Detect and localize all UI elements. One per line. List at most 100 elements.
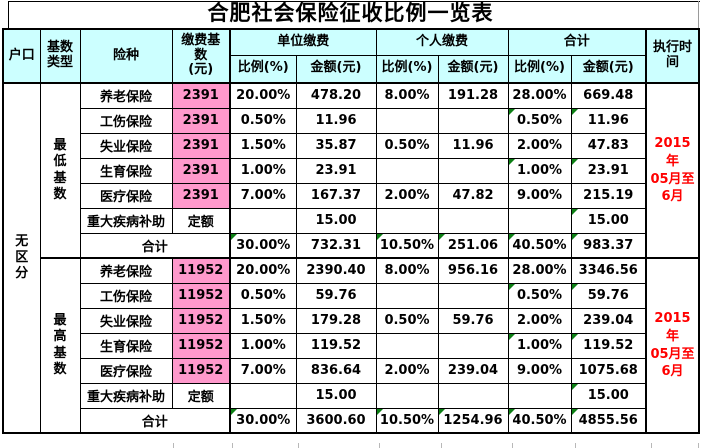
cell-insurance-name: 失业保险	[79, 132, 173, 159]
cell-base-type: 最 低 基 数	[39, 82, 81, 259]
table-row: 失业保险 2391 1.50% 35.87 0.50% 11.96 2.00% …	[3, 132, 699, 159]
cell-employer-amount: 15.00	[295, 207, 377, 234]
cell-total-amount: 119.52	[570, 332, 647, 359]
cell-employer-amount-total: 732.31	[295, 232, 377, 259]
cell-total-rate: 9.00%	[507, 357, 572, 384]
table-row: 医疗保险 11952 7.00% 836.64 2.00% 239.04 9.0…	[3, 357, 699, 384]
cell-base-type: 最 高 基 数	[39, 257, 81, 434]
cell-total-rate: 28.00%	[507, 257, 572, 284]
cell-employer-rate	[229, 382, 297, 409]
cell-personal-amount	[437, 107, 509, 134]
cell-personal-amount	[437, 282, 509, 309]
error-indicator-icon	[509, 334, 515, 340]
cell-total-rate: 0.50%	[507, 107, 572, 134]
cell-exec-time: 2015年 05月至 6月	[645, 257, 700, 434]
title-band: 合肥社会保险征收比例一览表	[0, 0, 701, 28]
cell-insurance-name: 工伤保险	[79, 107, 173, 134]
cell-payment-base: 2391	[171, 132, 231, 159]
table-row-total: 合计 30.00% 732.31 10.50% 251.06 40.50% 98…	[3, 232, 699, 259]
cell-total-amount: 59.76	[570, 282, 647, 309]
error-indicator-icon	[377, 409, 383, 415]
cell-personal-rate: 2.00%	[375, 182, 439, 209]
col-header-personal-rate: 比例(%)	[375, 54, 439, 84]
col-header-base-type: 基数 类型	[39, 28, 81, 84]
cell-personal-amount	[437, 207, 509, 234]
cell-employer-amount: 23.91	[295, 157, 377, 184]
cell-employer-rate-total: 30.00%	[229, 407, 297, 434]
table-header: 户口 基数 类型 险种 缴费基 数 (元) 单位缴费 个人缴费 合计 执行时间 …	[2, 28, 700, 84]
error-indicator-icon	[572, 234, 578, 240]
cell-insurance-name: 医疗保险	[79, 182, 173, 209]
table-body: 无 区 分 最 低 基 数 养老保险 2391 20.00% 478.20 8.…	[2, 82, 700, 434]
cell-employer-rate	[229, 207, 297, 234]
cell-personal-rate: 0.50%	[375, 132, 439, 159]
table-row: 生育保险 2391 1.00% 23.91 1.00% 23.91	[3, 157, 699, 184]
cell-total-amount: 47.83	[570, 132, 647, 159]
cell-personal-amount: 47.82	[437, 182, 509, 209]
cell-employer-rate: 1.50%	[229, 307, 297, 334]
col-header-insurance: 险种	[79, 28, 173, 84]
col-header-employer-amount: 金额(元)	[295, 54, 377, 84]
cell-personal-rate: 8.00%	[375, 82, 439, 109]
col-header-total-amount: 金额(元)	[570, 54, 647, 84]
cell-employer-rate: 7.00%	[229, 182, 297, 209]
cell-personal-amount-total: 1254.96	[437, 407, 509, 434]
cell-total-amount: 15.00	[570, 207, 647, 234]
cell-personal-rate	[375, 282, 439, 309]
cell-payment-base: 2391	[171, 182, 231, 209]
gridline-left	[8, 1, 9, 28]
cell-personal-amount	[437, 157, 509, 184]
table-row-total: 合计 30.00% 3600.60 10.50% 1254.96 40.50% …	[3, 407, 699, 434]
cell-personal-rate: 8.00%	[375, 257, 439, 284]
cell-total-label: 合计	[79, 407, 231, 434]
cell-employer-amount: 119.52	[295, 332, 377, 359]
cell-total-rate: 2.00%	[507, 307, 572, 334]
cell-employer-amount: 59.76	[295, 282, 377, 309]
cell-insurance-name: 医疗保险	[79, 357, 173, 384]
page-title: 合肥社会保险征收比例一览表	[207, 1, 494, 25]
error-indicator-icon	[572, 284, 578, 290]
error-indicator-icon	[509, 284, 515, 290]
cell-payment-base: 2391	[171, 157, 231, 184]
cell-employer-amount-total: 3600.60	[295, 407, 377, 434]
error-indicator-icon	[572, 384, 578, 390]
col-header-hukou: 户口	[2, 28, 41, 84]
cell-personal-amount-total: 251.06	[437, 232, 509, 259]
error-indicator-icon	[439, 409, 445, 415]
cell-employer-rate: 20.00%	[229, 82, 297, 109]
cell-insurance-name: 生育保险	[79, 157, 173, 184]
cell-payment-base: 11952	[171, 357, 231, 384]
cell-payment-base: 11952	[171, 257, 231, 284]
cell-total-amount: 1075.68	[570, 357, 647, 384]
table-row: 医疗保险 2391 7.00% 167.37 2.00% 47.82 9.00%…	[3, 182, 699, 209]
cell-insurance-name: 重大疾病补助	[79, 382, 173, 409]
partial-next-row-gridlines	[0, 442, 701, 448]
cell-employer-rate: 0.50%	[229, 282, 297, 309]
cell-personal-rate	[375, 332, 439, 359]
cell-employer-amount: 167.37	[295, 182, 377, 209]
cell-personal-rate	[375, 207, 439, 234]
error-indicator-icon	[231, 409, 237, 415]
cell-total-amount: 215.19	[570, 182, 647, 209]
cell-employer-rate: 7.00%	[229, 357, 297, 384]
cell-personal-rate-total: 10.50%	[375, 232, 439, 259]
table-row: 工伤保险 2391 0.50% 11.96 0.50% 11.96	[3, 107, 699, 134]
cell-payment-base: 11952	[171, 307, 231, 334]
table-row: 生育保险 11952 1.00% 119.52 1.00% 119.52	[3, 332, 699, 359]
col-header-personal-amount: 金额(元)	[437, 54, 509, 84]
cell-total-rate: 9.00%	[507, 182, 572, 209]
group-header-employer: 单位缴费	[229, 28, 377, 56]
cell-employer-rate: 1.50%	[229, 132, 297, 159]
error-indicator-icon	[377, 234, 383, 240]
cell-payment-base: 定额	[171, 382, 231, 409]
cell-total-amount: 23.91	[570, 157, 647, 184]
cell-personal-amount: 191.28	[437, 82, 509, 109]
cell-employer-rate: 1.00%	[229, 332, 297, 359]
cell-total-rate	[507, 382, 572, 409]
error-indicator-icon	[509, 409, 515, 415]
cell-total-rate	[507, 207, 572, 234]
cell-employer-amount: 2390.40	[295, 257, 377, 284]
table-row: 失业保险 11952 1.50% 179.28 0.50% 59.76 2.00…	[3, 307, 699, 334]
cell-exec-time: 2015年 05月至 6月	[645, 82, 700, 259]
